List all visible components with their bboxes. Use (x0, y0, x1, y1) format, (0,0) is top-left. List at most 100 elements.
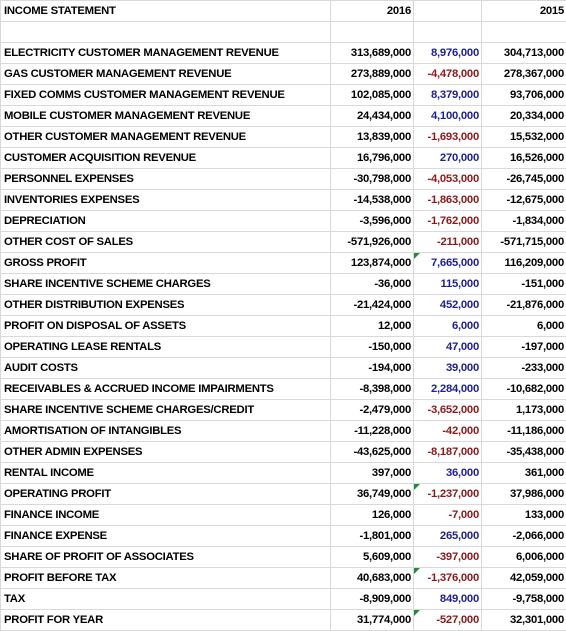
row-label[interactable]: PROFIT BEFORE TAX (1, 568, 331, 589)
value-2016-cell[interactable]: 123,874,000 (331, 253, 414, 274)
value-2016-cell[interactable]: 24,434,000 (331, 106, 414, 127)
change-cell[interactable]: -42,000 (414, 421, 482, 442)
empty-cell[interactable] (1, 22, 331, 43)
row-label[interactable]: GAS CUSTOMER MANAGEMENT REVENUE (1, 64, 331, 85)
row-label[interactable]: DEPRECIATION (1, 211, 331, 232)
value-2015-cell[interactable]: -21,876,000 (482, 295, 566, 316)
value-2016-cell[interactable]: 16,796,000 (331, 148, 414, 169)
statement-title[interactable]: INCOME STATEMENT (1, 1, 331, 22)
row-label[interactable]: TAX (1, 589, 331, 610)
empty-cell[interactable] (414, 22, 482, 43)
change-cell[interactable]: 270,000 (414, 148, 482, 169)
value-2016-cell[interactable]: -8,909,000 (331, 589, 414, 610)
value-2015-cell[interactable]: -151,000 (482, 274, 566, 295)
row-label[interactable]: FINANCE INCOME (1, 505, 331, 526)
change-cell[interactable]: 265,000 (414, 526, 482, 547)
value-2016-cell[interactable]: -194,000 (331, 358, 414, 379)
value-2015-cell[interactable]: 278,367,000 (482, 64, 566, 85)
value-2015-cell[interactable]: 361,000 (482, 463, 566, 484)
value-2015-cell[interactable]: -9,758,000 (482, 589, 566, 610)
change-cell[interactable]: 115,000 (414, 274, 482, 295)
value-2015-cell[interactable]: 116,209,000 (482, 253, 566, 274)
change-cell[interactable]: 8,976,000 (414, 43, 482, 64)
value-2016-cell[interactable]: 40,683,000 (331, 568, 414, 589)
value-2015-cell[interactable]: -12,675,000 (482, 190, 566, 211)
change-cell[interactable]: 4,100,000 (414, 106, 482, 127)
value-2016-cell[interactable]: 5,609,000 (331, 547, 414, 568)
change-cell[interactable]: 2,284,000 (414, 379, 482, 400)
value-2015-cell[interactable]: -233,000 (482, 358, 566, 379)
value-2015-cell[interactable]: -11,186,000 (482, 421, 566, 442)
row-label[interactable]: SHARE INCENTIVE SCHEME CHARGES (1, 274, 331, 295)
row-label[interactable]: PROFIT ON DISPOSAL OF ASSETS (1, 316, 331, 337)
row-label[interactable]: OTHER DISTRIBUTION EXPENSES (1, 295, 331, 316)
value-2016-cell[interactable]: -3,596,000 (331, 211, 414, 232)
change-cell[interactable]: -1,376,000 (414, 568, 482, 589)
row-label[interactable]: ELECTRICITY CUSTOMER MANAGEMENT REVENUE (1, 43, 331, 64)
value-2016-cell[interactable]: -2,479,000 (331, 400, 414, 421)
change-cell[interactable]: -4,053,000 (414, 169, 482, 190)
value-2016-cell[interactable]: -11,228,000 (331, 421, 414, 442)
change-cell[interactable]: -8,187,000 (414, 442, 482, 463)
row-label[interactable]: CUSTOMER ACQUISITION REVENUE (1, 148, 331, 169)
value-2015-cell[interactable]: -35,438,000 (482, 442, 566, 463)
change-cell[interactable]: -1,237,000 (414, 484, 482, 505)
value-2016-cell[interactable]: 36,749,000 (331, 484, 414, 505)
row-label[interactable]: OPERATING LEASE RENTALS (1, 337, 331, 358)
value-2016-cell[interactable]: -14,538,000 (331, 190, 414, 211)
change-cell[interactable]: -1,762,000 (414, 211, 482, 232)
value-2015-cell[interactable]: 6,006,000 (482, 547, 566, 568)
value-2015-cell[interactable]: 37,986,000 (482, 484, 566, 505)
empty-cell[interactable] (331, 22, 414, 43)
row-label[interactable]: AMORTISATION OF INTANGIBLES (1, 421, 331, 442)
value-2015-cell[interactable]: 133,000 (482, 505, 566, 526)
change-cell[interactable]: 47,000 (414, 337, 482, 358)
value-2016-cell[interactable]: -8,398,000 (331, 379, 414, 400)
change-cell[interactable]: -3,652,000 (414, 400, 482, 421)
value-2016-cell[interactable]: -36,000 (331, 274, 414, 295)
value-2015-cell[interactable]: 32,301,000 (482, 610, 566, 631)
row-label[interactable]: OTHER CUSTOMER MANAGEMENT REVENUE (1, 127, 331, 148)
change-cell[interactable]: 7,665,000 (414, 253, 482, 274)
row-label[interactable]: PROFIT FOR YEAR (1, 610, 331, 631)
change-cell[interactable]: -7,000 (414, 505, 482, 526)
row-label[interactable]: FIXED COMMS CUSTOMER MANAGEMENT REVENUE (1, 85, 331, 106)
value-2016-cell[interactable]: 397,000 (331, 463, 414, 484)
value-2016-cell[interactable]: 313,689,000 (331, 43, 414, 64)
column-header-2015[interactable]: 2015 (482, 1, 566, 22)
change-cell[interactable]: 36,000 (414, 463, 482, 484)
row-label[interactable]: MOBILE CUSTOMER MANAGEMENT REVENUE (1, 106, 331, 127)
change-cell[interactable]: -1,863,000 (414, 190, 482, 211)
column-header-2016[interactable]: 2016 (331, 1, 414, 22)
change-cell[interactable]: -527,000 (414, 610, 482, 631)
value-2016-cell[interactable]: 13,839,000 (331, 127, 414, 148)
value-2016-cell[interactable]: -571,926,000 (331, 232, 414, 253)
row-label[interactable]: SHARE OF PROFIT OF ASSOCIATES (1, 547, 331, 568)
value-2016-cell[interactable]: 273,889,000 (331, 64, 414, 85)
value-2015-cell[interactable]: -571,715,000 (482, 232, 566, 253)
row-label[interactable]: RECEIVABLES & ACCRUED INCOME IMPAIRMENTS (1, 379, 331, 400)
row-label[interactable]: AUDIT COSTS (1, 358, 331, 379)
row-label[interactable]: FINANCE EXPENSE (1, 526, 331, 547)
value-2015-cell[interactable]: 1,173,000 (482, 400, 566, 421)
value-2015-cell[interactable]: -2,066,000 (482, 526, 566, 547)
empty-cell[interactable] (482, 22, 566, 43)
row-label[interactable]: INVENTORIES EXPENSES (1, 190, 331, 211)
value-2016-cell[interactable]: 12,000 (331, 316, 414, 337)
value-2016-cell[interactable]: 102,085,000 (331, 85, 414, 106)
change-cell[interactable]: 39,000 (414, 358, 482, 379)
change-cell[interactable]: 6,000 (414, 316, 482, 337)
row-label[interactable]: SHARE INCENTIVE SCHEME CHARGES/CREDIT (1, 400, 331, 421)
change-cell[interactable]: -397,000 (414, 547, 482, 568)
value-2016-cell[interactable]: 126,000 (331, 505, 414, 526)
value-2016-cell[interactable]: -30,798,000 (331, 169, 414, 190)
change-cell[interactable]: 452,000 (414, 295, 482, 316)
value-2015-cell[interactable]: 6,000 (482, 316, 566, 337)
value-2015-cell[interactable]: 93,706,000 (482, 85, 566, 106)
value-2015-cell[interactable]: -10,682,000 (482, 379, 566, 400)
value-2015-cell[interactable]: 15,532,000 (482, 127, 566, 148)
column-header-change[interactable] (414, 1, 482, 22)
row-label[interactable]: PERSONNEL EXPENSES (1, 169, 331, 190)
change-cell[interactable]: -211,000 (414, 232, 482, 253)
row-label[interactable]: OTHER ADMIN EXPENSES (1, 442, 331, 463)
